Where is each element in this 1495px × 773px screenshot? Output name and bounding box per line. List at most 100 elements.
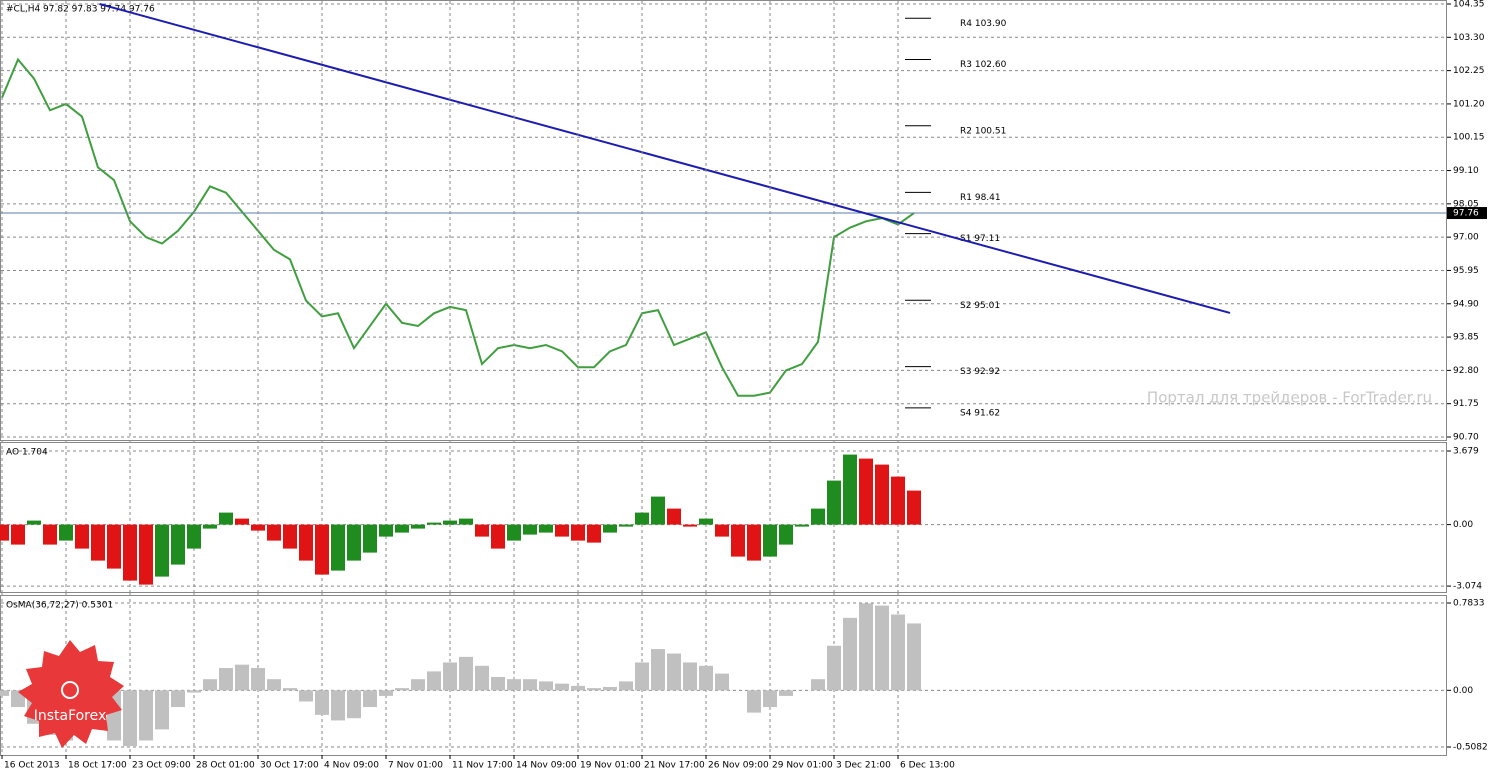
indicator-bar [699, 665, 713, 691]
indicator-bar [635, 662, 649, 691]
indicator-bar [763, 690, 777, 708]
indicator-bar [891, 614, 905, 691]
indicator-bar [795, 524, 809, 527]
pivot-label: S1 97.11 [960, 234, 1000, 244]
indicator-bar [139, 524, 153, 585]
indicator-bar [363, 690, 377, 708]
indicator-bar [315, 690, 329, 715]
x-tick-label: 23 Oct 09:00 [132, 761, 191, 771]
x-tick-label: 14 Nov 09:00 [516, 761, 577, 771]
indicator-bar [171, 690, 185, 708]
indicator-bar [491, 524, 505, 549]
indicator-bar [555, 524, 569, 537]
indicator-bar [347, 524, 361, 561]
indicator-bar [651, 496, 665, 525]
indicator-bar [107, 524, 121, 569]
pivot-label: S3 92.92 [960, 367, 1000, 377]
indicator-bar [603, 524, 617, 533]
indicator-bar [907, 490, 921, 525]
indicator-bar [651, 649, 665, 691]
x-tick-label: 11 Nov 17:00 [452, 761, 513, 771]
x-tick-label: 28 Oct 01:00 [196, 761, 255, 771]
pivot-label: R3 102.60 [960, 60, 1007, 70]
indicator-bar [683, 662, 697, 691]
indicator-bar [699, 518, 713, 525]
indicator-bar [459, 656, 473, 691]
indicator-bar [155, 690, 169, 730]
indicator-bar [59, 524, 73, 541]
watermark: Портал для трейдеров - ForTrader.ru [1147, 389, 1432, 407]
indicator-bar [251, 524, 265, 531]
indicator-bar [251, 668, 265, 691]
price-panel [0, 0, 1447, 441]
trend-line [99, 3, 1231, 314]
indicator-bar [635, 512, 649, 525]
indicator-bar [875, 605, 889, 691]
indicator-bar [667, 508, 681, 525]
y-tick-label: 102.25 [1453, 66, 1485, 76]
x-tick-label: 4 Nov 09:00 [324, 761, 379, 771]
indicator-bar [395, 524, 409, 533]
indicator-bar [619, 524, 633, 527]
indicator-bar [331, 524, 345, 571]
indicator-bar [507, 524, 521, 541]
indicator-bar [235, 518, 249, 525]
indicator-bar [187, 524, 201, 549]
indicator-bar [27, 520, 41, 525]
x-tick-label: 3 Dec 21:00 [836, 761, 891, 771]
indicator-bar [427, 671, 441, 691]
indicator-bar [331, 690, 345, 721]
y-tick-label: 0.00 [1453, 520, 1473, 530]
indicator-bar [731, 524, 745, 557]
y-tick-label: 3.679 [1453, 447, 1479, 457]
indicator-bar [155, 524, 169, 577]
pivot-label: R1 98.41 [960, 193, 1001, 203]
indicator-bar [747, 524, 761, 561]
last-price-box [1447, 207, 1487, 220]
indicator-bar [571, 524, 585, 541]
indicator-bar [171, 524, 185, 565]
indicator-bar [267, 679, 281, 691]
panel-title: AO 1.704 [6, 448, 48, 458]
indicator-bar [123, 690, 137, 747]
indicator-bar [811, 679, 825, 691]
indicator-bar [587, 688, 601, 691]
x-tick-label: 21 Nov 17:00 [644, 761, 705, 771]
x-tick-label: 26 Nov 09:00 [708, 761, 769, 771]
y-tick-label: 97.00 [1453, 233, 1479, 243]
indicator-bar [0, 690, 9, 696]
x-tick-label: 6 Dec 13:00 [900, 761, 955, 771]
y-tick-label: 101.20 [1453, 99, 1485, 109]
instaforex-logo: InstaForex [18, 640, 124, 748]
y-tick-label: 94.90 [1453, 299, 1479, 309]
indicator-bar [827, 645, 841, 691]
indicator-bar [443, 662, 457, 691]
pivot-label: S4 91.62 [960, 408, 1000, 418]
indicator-bar [715, 673, 729, 691]
indicator-bar [411, 524, 425, 529]
indicator-bar [475, 665, 489, 691]
y-tick-label: 99.10 [1453, 166, 1479, 176]
indicator-bar [811, 508, 825, 525]
y-tick-label: 103.30 [1453, 33, 1485, 43]
indicator-bar [779, 690, 793, 696]
indicator-bar [315, 524, 329, 575]
logo-icon [61, 681, 79, 699]
indicator-bar [363, 524, 377, 553]
indicator-bar [395, 688, 409, 691]
y-tick-label: 92.80 [1453, 366, 1479, 376]
logo-badge [18, 640, 124, 748]
indicator-bar [235, 664, 249, 691]
pivot-label: R2 100.51 [960, 126, 1006, 136]
indicator-bar [715, 524, 729, 537]
y-tick-label: -3.074 [1453, 582, 1482, 592]
indicator-bar [907, 623, 921, 691]
y-tick-label: 98.05 [1453, 199, 1479, 209]
x-tick-label: 18 Oct 17:00 [68, 761, 127, 771]
indicator-bar [299, 524, 313, 561]
indicator-bar [763, 524, 777, 557]
indicator-bar [299, 690, 313, 702]
indicator-bar [875, 464, 889, 525]
indicator-bar [91, 524, 105, 561]
indicator-bar [75, 524, 89, 549]
